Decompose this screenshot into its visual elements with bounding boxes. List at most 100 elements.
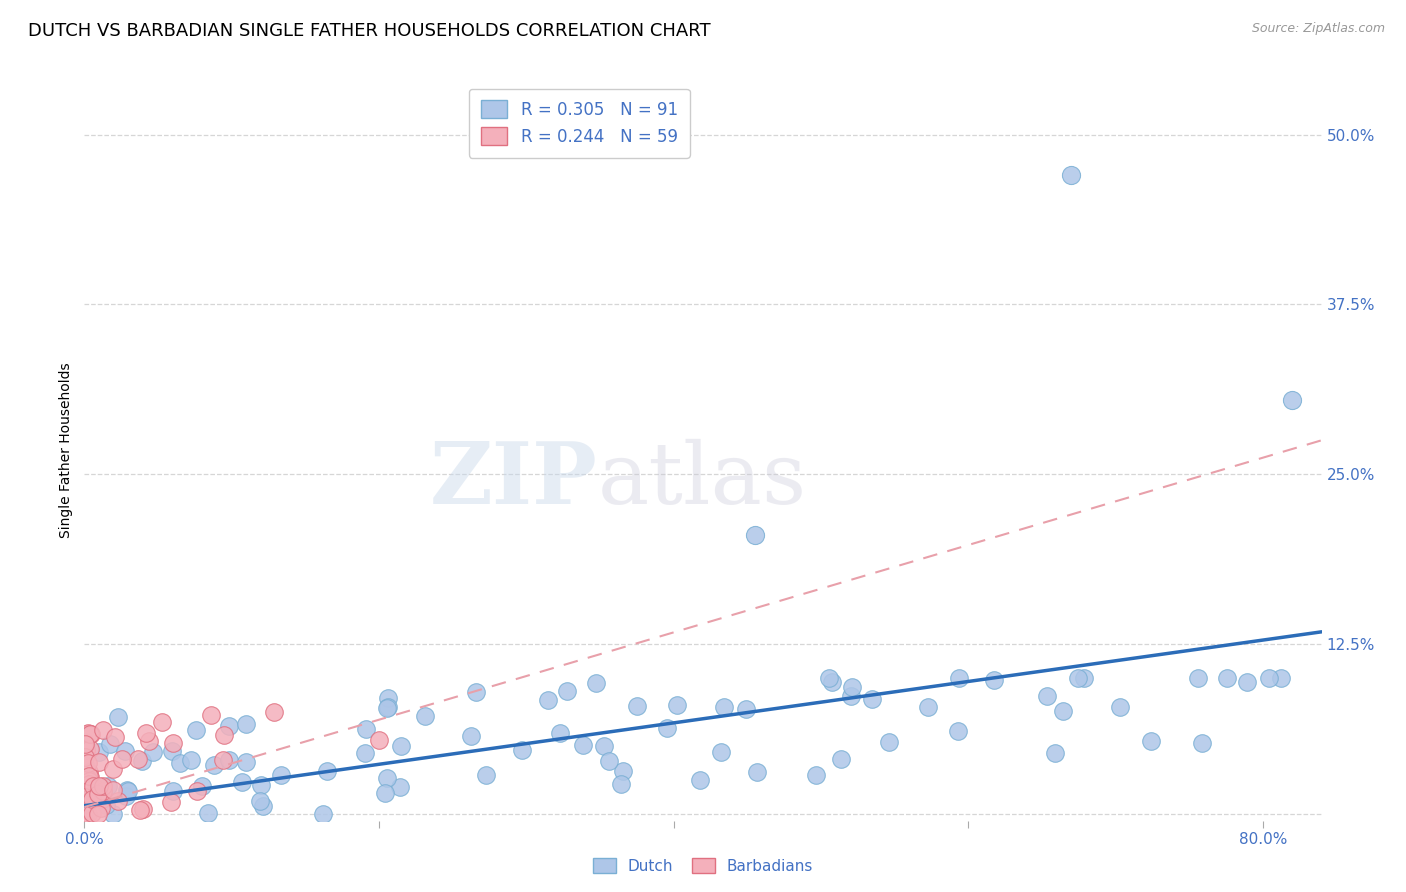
Point bbox=[104, 730, 127, 744]
Point bbox=[73, 805, 96, 819]
Point bbox=[1270, 671, 1292, 685]
Point bbox=[89, 790, 111, 805]
Point bbox=[77, 782, 100, 797]
Point bbox=[77, 765, 100, 780]
Point bbox=[1215, 671, 1237, 685]
Point bbox=[1073, 671, 1095, 685]
Point bbox=[475, 768, 498, 782]
Point bbox=[101, 762, 124, 776]
Point bbox=[312, 806, 335, 821]
Point bbox=[612, 764, 634, 778]
Point bbox=[610, 777, 633, 791]
Point bbox=[75, 806, 97, 821]
Point bbox=[115, 789, 138, 803]
Text: Source: ZipAtlas.com: Source: ZipAtlas.com bbox=[1251, 22, 1385, 36]
Point bbox=[657, 721, 679, 735]
Point bbox=[87, 787, 110, 801]
Point bbox=[735, 701, 758, 715]
Point bbox=[212, 728, 235, 742]
Point bbox=[537, 693, 560, 707]
Point bbox=[184, 723, 207, 738]
Point bbox=[202, 758, 225, 772]
Point bbox=[82, 791, 104, 805]
Point bbox=[389, 739, 412, 753]
Point bbox=[89, 755, 111, 769]
Point bbox=[197, 805, 219, 820]
Point bbox=[548, 726, 571, 740]
Point bbox=[1257, 671, 1279, 685]
Point bbox=[1108, 700, 1130, 714]
Point bbox=[142, 745, 165, 759]
Point bbox=[114, 744, 136, 758]
Text: atlas: atlas bbox=[598, 439, 807, 522]
Point bbox=[249, 795, 271, 809]
Point bbox=[159, 795, 181, 809]
Point bbox=[804, 767, 827, 781]
Text: ZIP: ZIP bbox=[430, 438, 598, 522]
Point bbox=[138, 734, 160, 748]
Point bbox=[91, 779, 114, 793]
Point bbox=[235, 716, 257, 731]
Point bbox=[1052, 705, 1074, 719]
Point bbox=[877, 735, 900, 749]
Point bbox=[316, 764, 339, 778]
Point bbox=[103, 783, 125, 797]
Point bbox=[79, 770, 101, 784]
Point bbox=[368, 733, 391, 747]
Point bbox=[87, 745, 110, 759]
Point bbox=[169, 756, 191, 771]
Y-axis label: Single Father Households: Single Father Households bbox=[59, 363, 73, 538]
Point bbox=[948, 671, 970, 685]
Point bbox=[218, 719, 240, 733]
Point bbox=[132, 802, 155, 816]
Point bbox=[818, 671, 841, 685]
Point bbox=[585, 676, 607, 690]
Point bbox=[160, 744, 183, 758]
Point bbox=[710, 745, 733, 759]
Point bbox=[983, 673, 1005, 688]
Point bbox=[111, 751, 134, 765]
Point bbox=[76, 787, 98, 801]
Point bbox=[80, 727, 103, 741]
Point bbox=[460, 729, 482, 743]
Legend: Dutch, Barbadians: Dutch, Barbadians bbox=[586, 852, 820, 880]
Point bbox=[1191, 736, 1213, 750]
Point bbox=[94, 797, 117, 812]
Point bbox=[73, 797, 96, 811]
Point bbox=[354, 722, 377, 736]
Point bbox=[946, 723, 969, 738]
Point bbox=[1036, 689, 1059, 703]
Point bbox=[77, 772, 100, 787]
Point bbox=[87, 806, 110, 821]
Point bbox=[557, 684, 579, 698]
Point bbox=[79, 742, 101, 756]
Point bbox=[1187, 671, 1209, 685]
Point bbox=[465, 684, 488, 698]
Point bbox=[117, 784, 139, 798]
Point bbox=[76, 726, 98, 740]
Point bbox=[212, 753, 235, 767]
Point bbox=[388, 780, 411, 794]
Point bbox=[75, 758, 97, 772]
Point bbox=[713, 699, 735, 714]
Point bbox=[744, 528, 766, 542]
Point bbox=[200, 708, 222, 723]
Point bbox=[180, 753, 202, 767]
Point bbox=[79, 727, 101, 741]
Point bbox=[666, 698, 689, 712]
Point bbox=[249, 778, 271, 792]
Point bbox=[1236, 675, 1258, 690]
Point bbox=[375, 771, 398, 785]
Point bbox=[87, 779, 110, 793]
Point bbox=[745, 764, 768, 779]
Point bbox=[79, 773, 101, 788]
Point bbox=[115, 783, 138, 797]
Point bbox=[75, 737, 97, 751]
Point bbox=[93, 784, 115, 798]
Point bbox=[270, 768, 292, 782]
Point bbox=[77, 776, 100, 790]
Point bbox=[839, 689, 862, 703]
Point bbox=[127, 752, 149, 766]
Point bbox=[75, 743, 97, 757]
Point bbox=[218, 753, 240, 767]
